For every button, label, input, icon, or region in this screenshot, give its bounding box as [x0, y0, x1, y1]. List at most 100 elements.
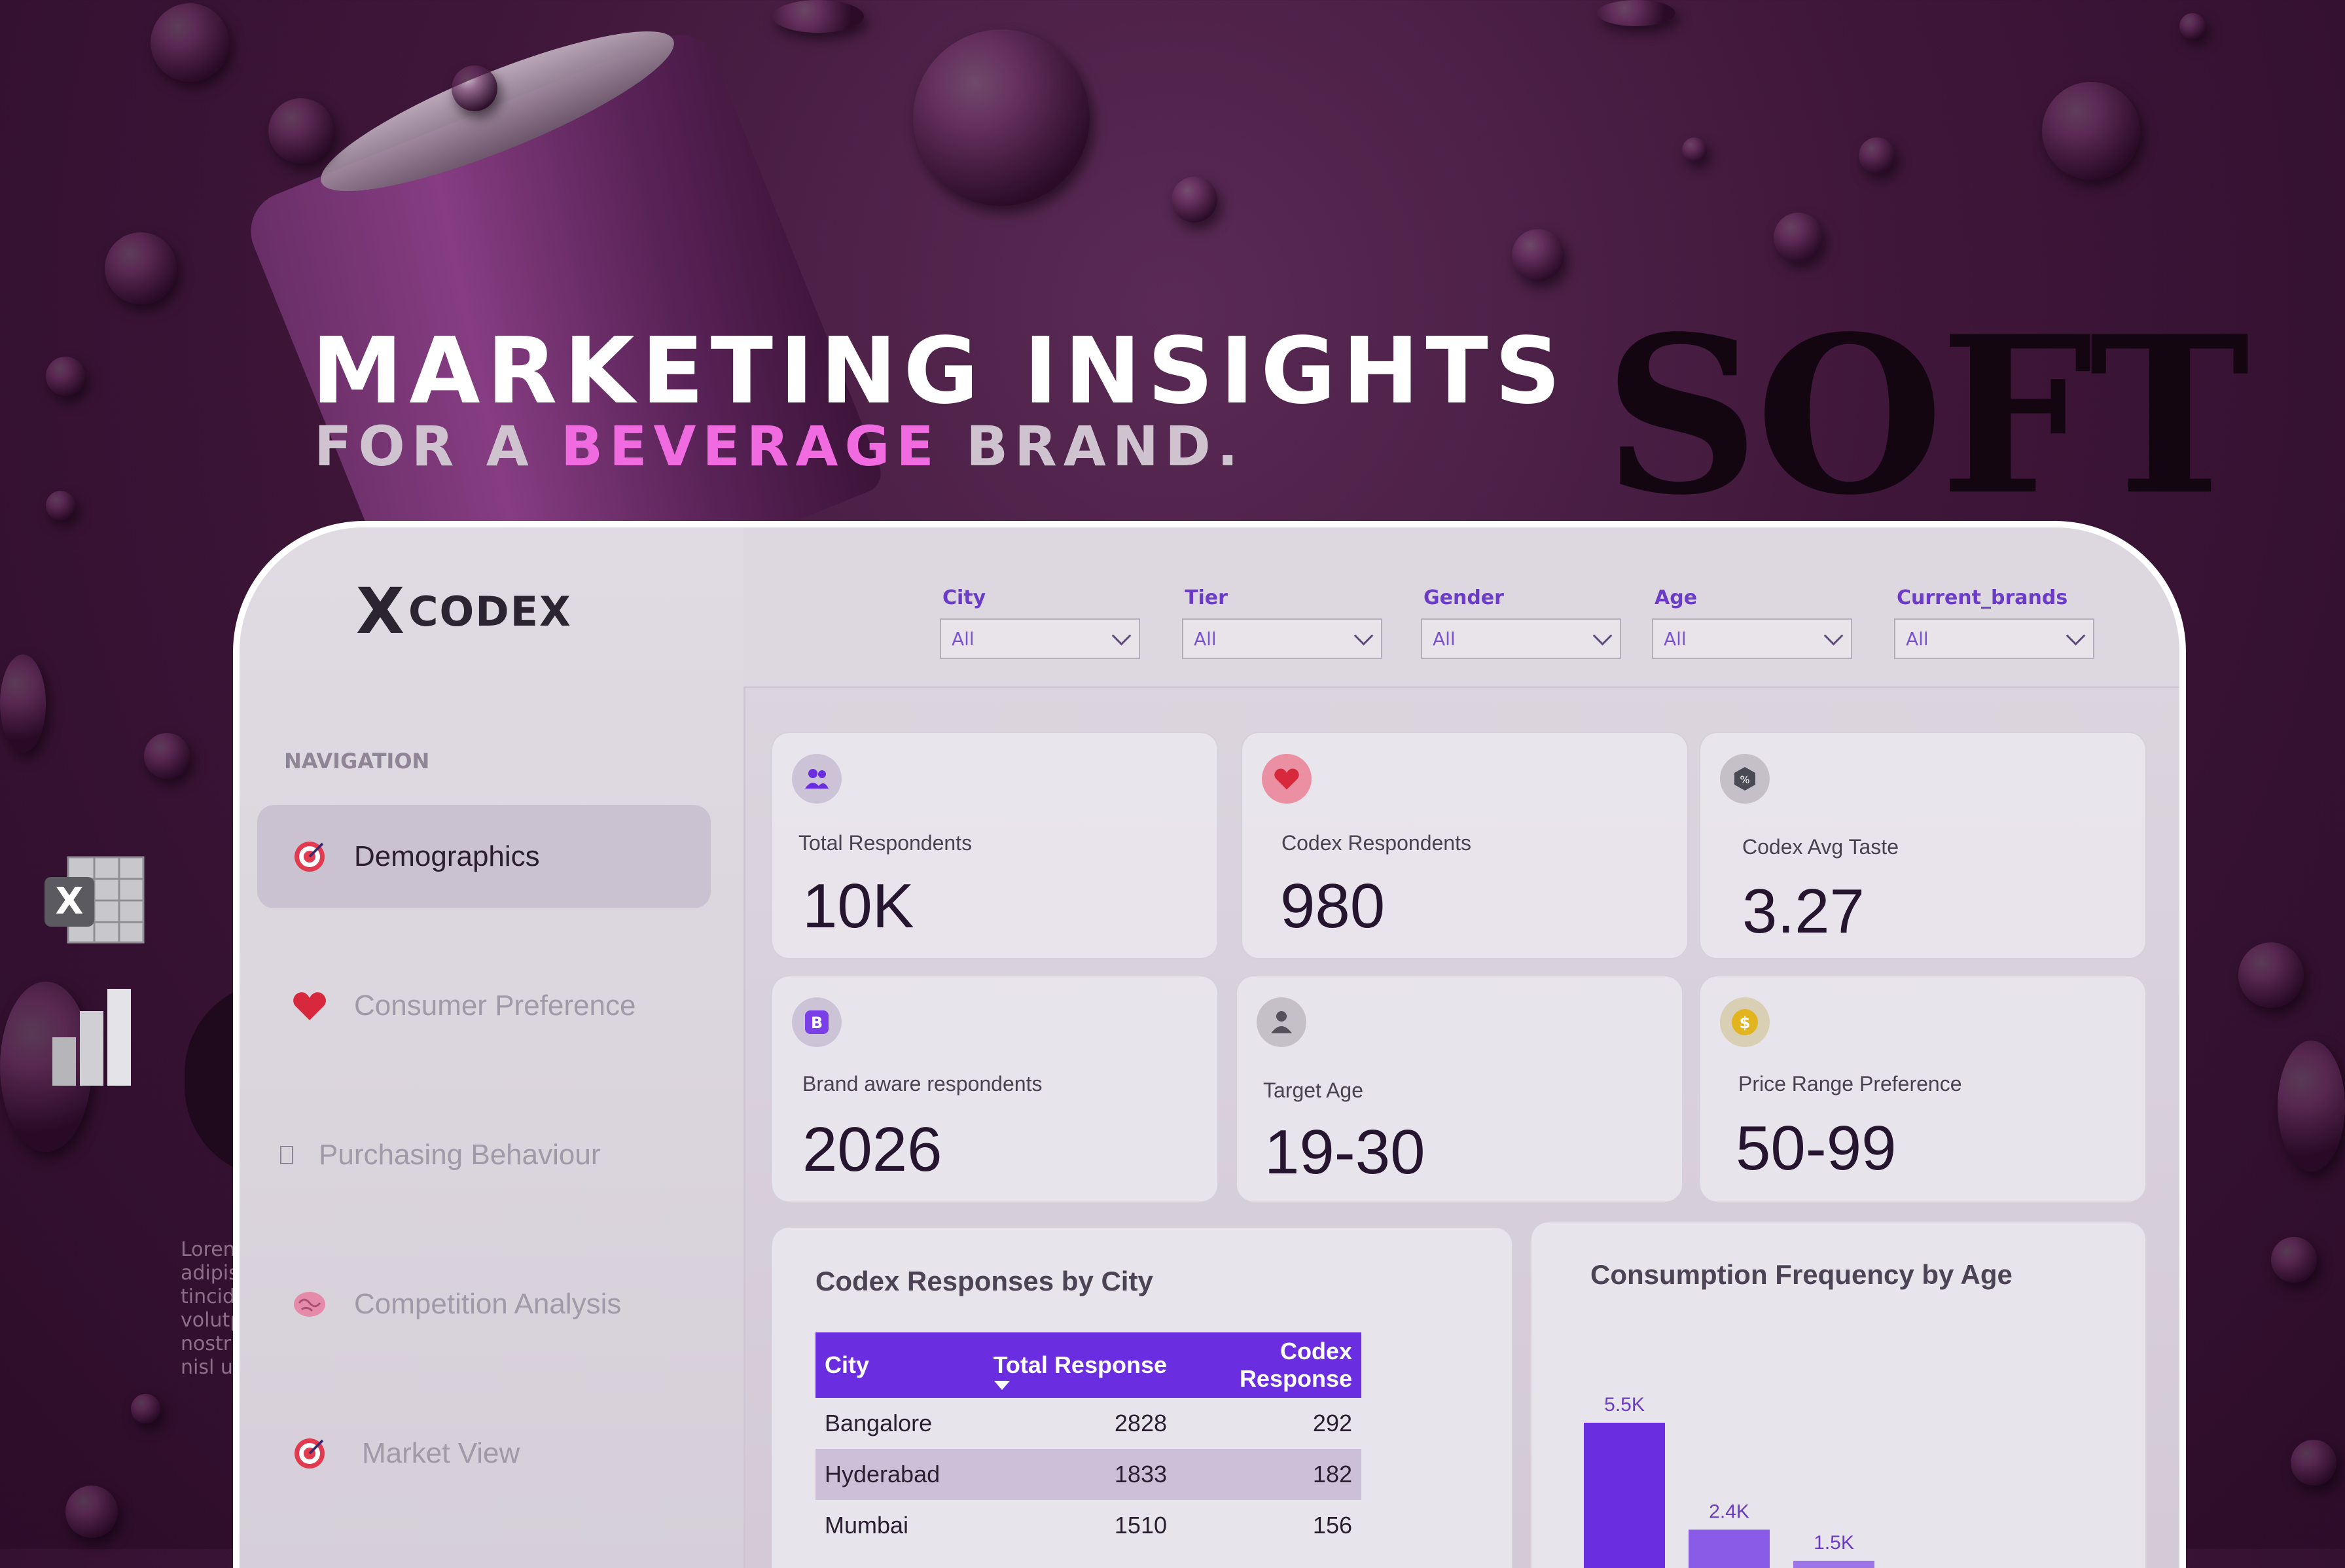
filter-gender: Gender All [1421, 586, 1621, 659]
nav-item-label: Competition Analysis [354, 1288, 622, 1320]
filter-age: Age All [1652, 586, 1852, 659]
brand-b-icon: B [792, 997, 842, 1047]
table-row[interactable]: Hyderabad 1833 182 [815, 1449, 1361, 1500]
column-header-total-response[interactable]: Total Response [975, 1332, 1176, 1398]
kpi-value: 3.27 [1742, 876, 1865, 946]
bar-data-label-2: 1.5K [1814, 1532, 1854, 1554]
nav-section-label: NAVIGATION [284, 749, 430, 774]
subtitle-prefix: FOR A [314, 414, 535, 478]
water-drop [105, 232, 177, 304]
city-dropdown[interactable]: All [940, 618, 1140, 659]
table-row[interactable]: Mumbai 1510 156 [815, 1500, 1361, 1551]
city-responses-table: City Total Response Codex Response Banga… [815, 1332, 1361, 1551]
dropdown-value: All [1194, 628, 1217, 650]
chevron-down-icon [1823, 626, 1844, 645]
water-drop [2278, 1041, 2345, 1171]
column-header-city[interactable]: City [815, 1332, 975, 1398]
current-brands-dropdown[interactable]: All [1894, 618, 2094, 659]
filter-label: Tier [1185, 586, 1228, 609]
water-drop [452, 65, 497, 111]
bar-data-label-1: 2.4K [1709, 1501, 1749, 1522]
column-header-codex-response[interactable]: Codex Response [1176, 1332, 1361, 1398]
filter-tier: Tier All [1182, 586, 1382, 659]
water-drop [1682, 137, 1707, 162]
gender-dropdown[interactable]: All [1421, 618, 1621, 659]
filter-city: City All [940, 586, 1140, 659]
water-drop [2179, 13, 2206, 39]
hero-title: MARKETING INSIGHTS [312, 318, 1567, 425]
water-drop [268, 98, 334, 164]
table-row[interactable]: Bangalore 2828 292 [815, 1398, 1361, 1449]
water-drop [1774, 213, 1823, 262]
kpi-card-codex-avg-taste: % Codex Avg Taste 3.27 [1699, 732, 2147, 959]
kpi-value: 980 [1280, 871, 1386, 941]
kpi-card-codex-respondents: Codex Respondents 980 [1241, 732, 1689, 959]
cell-codex-response: 292 [1312, 1410, 1352, 1436]
sort-descending-icon [994, 1381, 1010, 1390]
dashboard-frame: X CODEX NAVIGATION Demographics Consumer… [233, 521, 2186, 1568]
water-drop [1172, 177, 1217, 223]
kpi-card-total-respondents: Total Respondents 10K [771, 732, 1219, 959]
dollar-coin-icon: $ [1720, 997, 1770, 1047]
kpi-value: 2026 [802, 1114, 942, 1185]
water-drop [131, 1394, 160, 1423]
target-icon [291, 1435, 328, 1472]
water-drop [2042, 82, 2140, 180]
water-drop [2271, 1237, 2317, 1283]
sidebar: X CODEX NAVIGATION Demographics Consumer… [240, 527, 745, 1568]
codex-logo[interactable]: X CODEX [356, 580, 572, 643]
percent-badge-icon: % [1720, 754, 1770, 804]
city-responses-card: Codex Responses by City City Total Respo… [771, 1226, 1513, 1568]
chart-title: Consumption Frequency by Age [1590, 1259, 2013, 1290]
consumption-frequency-chart: 5.5K2.4K1.5K0.4K0.2K [1584, 1394, 1874, 1568]
water-drop [0, 654, 46, 753]
nav-item-label: Market View [362, 1437, 520, 1469]
water-drop [772, 0, 864, 33]
nav-item-consumer-preference[interactable]: Consumer Preference [257, 954, 711, 1058]
dropdown-value: All [1433, 628, 1456, 650]
filter-bar: City All Tier All Gender All [743, 527, 2179, 688]
nav-item-market-view[interactable]: Market View [257, 1402, 711, 1505]
table-header-row: City Total Response Codex Response [815, 1332, 1361, 1398]
water-drop [2291, 1440, 2336, 1486]
water-drop [0, 982, 92, 1152]
powerbi-icon [52, 989, 131, 1086]
water-drop [1859, 137, 1895, 173]
person-icon [1257, 997, 1306, 1047]
cell-city: Mumbai [825, 1512, 909, 1539]
dropdown-value: All [952, 628, 975, 650]
kpi-card-target-age: Target Age 19-30 [1236, 975, 1683, 1203]
chevron-down-icon [1592, 626, 1613, 645]
water-drop [65, 1486, 118, 1538]
tier-dropdown[interactable]: All [1182, 618, 1382, 659]
cart-icon [277, 1137, 296, 1173]
kpi-value: 10K [802, 871, 914, 941]
bar-2[interactable] [1793, 1560, 1874, 1568]
background-word: SOFT [1603, 289, 2250, 543]
hero-subtitle: FOR A BEVERAGE BRAND. [314, 419, 1245, 474]
subtitle-highlight: BEVERAGE [560, 414, 940, 478]
filter-label: Current_brands [1897, 586, 2068, 609]
water-drop [1512, 229, 1564, 281]
nav-item-purchasing-behaviour[interactable]: Purchasing Behaviour [257, 1103, 711, 1207]
column-header-label: Total Response [993, 1351, 1167, 1378]
water-drop [46, 491, 75, 520]
age-dropdown[interactable]: All [1652, 618, 1852, 659]
nav-item-label: Demographics [354, 840, 540, 872]
bar-0[interactable] [1584, 1423, 1665, 1568]
cell-total-response: 2828 [1114, 1410, 1167, 1436]
nav-item-demographics[interactable]: Demographics [257, 805, 711, 908]
city-table-title: Codex Responses by City [815, 1266, 1153, 1296]
dropdown-value: All [1664, 628, 1687, 650]
kpi-label: Brand aware respondents [802, 1072, 1043, 1096]
water-drop [1597, 0, 1675, 26]
water-drop [151, 3, 229, 82]
nav-item-competition-analysis[interactable]: Competition Analysis [257, 1253, 711, 1356]
consumption-frequency-card: Consumption Frequency by Age 5.5K 2.4K 1.5… [1530, 1221, 2147, 1568]
chevron-down-icon [2066, 626, 2086, 645]
filter-label: Gender [1423, 586, 1504, 609]
cell-total-response: 1833 [975, 1449, 1176, 1500]
kpi-label: Target Age [1263, 1078, 1363, 1102]
nav-item-label: Purchasing Behaviour [319, 1139, 601, 1171]
kpi-label: Total Respondents [798, 831, 973, 855]
